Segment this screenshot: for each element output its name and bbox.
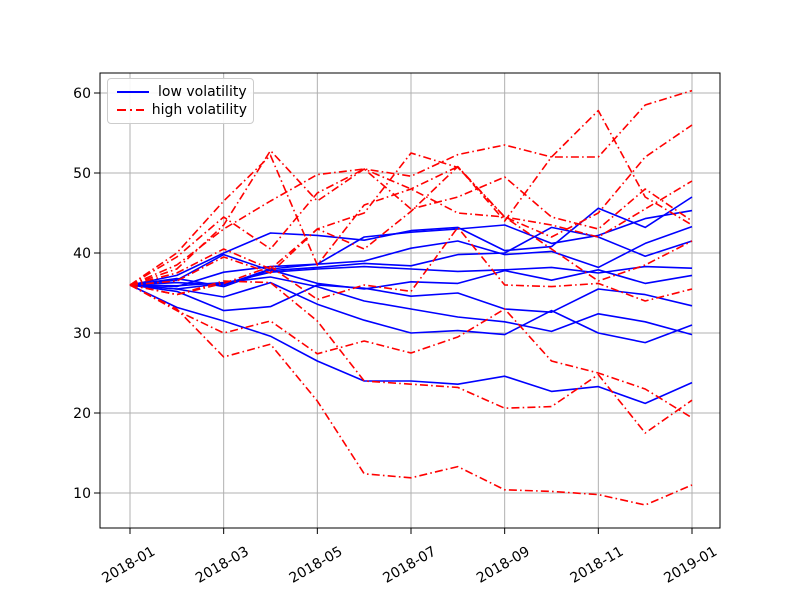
series-line-high-1 (129, 89, 693, 286)
series-line-low-3 (129, 225, 693, 288)
series-line-high-8 (129, 284, 693, 419)
series-line-low-6 (129, 268, 693, 290)
series-line-high-9 (129, 284, 693, 506)
series-line-high-4 (129, 152, 693, 286)
series-line-low-4 (129, 226, 693, 286)
series-line-low-7 (129, 284, 693, 314)
series-line-high-3 (129, 109, 693, 286)
series-line-low-2 (129, 209, 693, 286)
dashdot-line-icon (117, 109, 144, 111)
legend-label-high: high volatility (151, 102, 247, 118)
legend-item-low-volatility: low volatility (116, 85, 247, 99)
series-line-high-7 (129, 280, 693, 434)
y-tick-label: 30 (73, 326, 91, 342)
legend-label-low: low volatility (158, 84, 247, 100)
series-line-high-5 (129, 165, 693, 286)
y-tick-label: 10 (73, 486, 91, 502)
series-line-high-2 (129, 124, 693, 286)
axes-spines (99, 72, 721, 529)
y-tick-label: 40 (73, 246, 91, 262)
y-tick-label: 20 (73, 406, 91, 422)
series-line-low-9 (129, 281, 693, 344)
series-line-low-1 (129, 196, 693, 286)
y-tick-label: 60 (73, 86, 91, 102)
solid-line-icon (117, 91, 149, 93)
series-line-high-10 (129, 168, 693, 286)
legend: low volatility high volatility (107, 78, 254, 124)
series-line-high-6 (129, 226, 693, 302)
legend-item-high-volatility: high volatility (116, 103, 247, 117)
series-line-low-10 (129, 284, 693, 405)
y-tick-label: 50 (73, 166, 91, 182)
